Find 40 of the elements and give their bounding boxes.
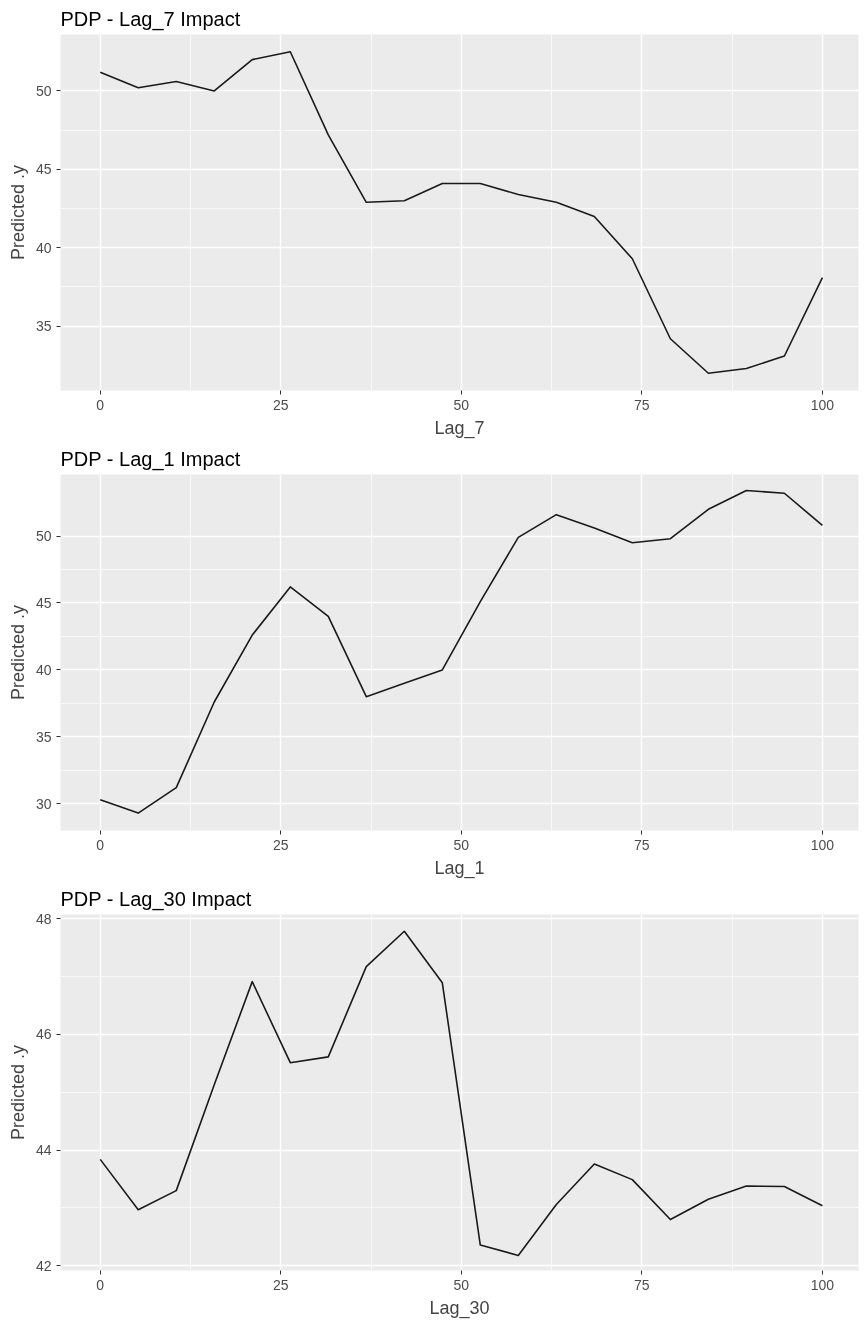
- y-tick-label: 35: [35, 318, 52, 335]
- x-axis-title: Lag_1: [434, 857, 485, 879]
- x-tick-label: 25: [272, 836, 289, 853]
- chart-title: PDP - Lag_30 Impact: [60, 887, 252, 911]
- y-tick-label: 30: [35, 795, 52, 812]
- y-tick-label: 35: [35, 728, 52, 745]
- y-tick-label: 40: [35, 239, 52, 256]
- y-tick-label: 45: [35, 161, 52, 178]
- y-axis-title: Predicted .y: [7, 164, 28, 261]
- x-tick-label: 75: [634, 1276, 650, 1293]
- y-tick-label: 50: [35, 528, 52, 545]
- chart-title: PDP - Lag_7 Impact: [60, 7, 241, 31]
- x-tick-label: 75: [634, 396, 650, 413]
- chart-title: PDP - Lag_1 Impact: [60, 447, 241, 471]
- x-tick-label: 0: [96, 1276, 105, 1293]
- y-tick-label: 44: [35, 1142, 52, 1159]
- x-tick-label: 50: [453, 836, 470, 853]
- x-tick-label: 0: [96, 836, 105, 853]
- x-tick-label: 100: [810, 396, 835, 413]
- x-tick-label: 50: [453, 396, 470, 413]
- x-tick-label: 100: [810, 1276, 835, 1293]
- y-axis-title: Predicted .y: [7, 1044, 28, 1141]
- y-tick-label: 46: [35, 1026, 52, 1043]
- y-tick-label: 50: [35, 82, 52, 99]
- line-series: [99, 930, 824, 1257]
- x-tick-label: 25: [272, 396, 289, 413]
- line-series: [99, 489, 824, 814]
- x-axis-title: Lag_7: [434, 417, 485, 439]
- x-tick-label: 100: [810, 836, 835, 853]
- x-tick-label: 0: [96, 396, 105, 413]
- y-tick-label: 40: [35, 661, 52, 678]
- x-tick-label: 25: [272, 1276, 289, 1293]
- y-tick-label: 42: [35, 1257, 52, 1274]
- x-axis-title: Lag_30: [429, 1297, 490, 1319]
- x-tick-label: 50: [453, 1276, 470, 1293]
- y-tick-label: 48: [35, 910, 52, 927]
- y-tick-label: 45: [35, 594, 52, 611]
- y-axis-title: Predicted .y: [7, 604, 28, 701]
- line-series: [99, 50, 824, 375]
- x-tick-label: 75: [634, 836, 650, 853]
